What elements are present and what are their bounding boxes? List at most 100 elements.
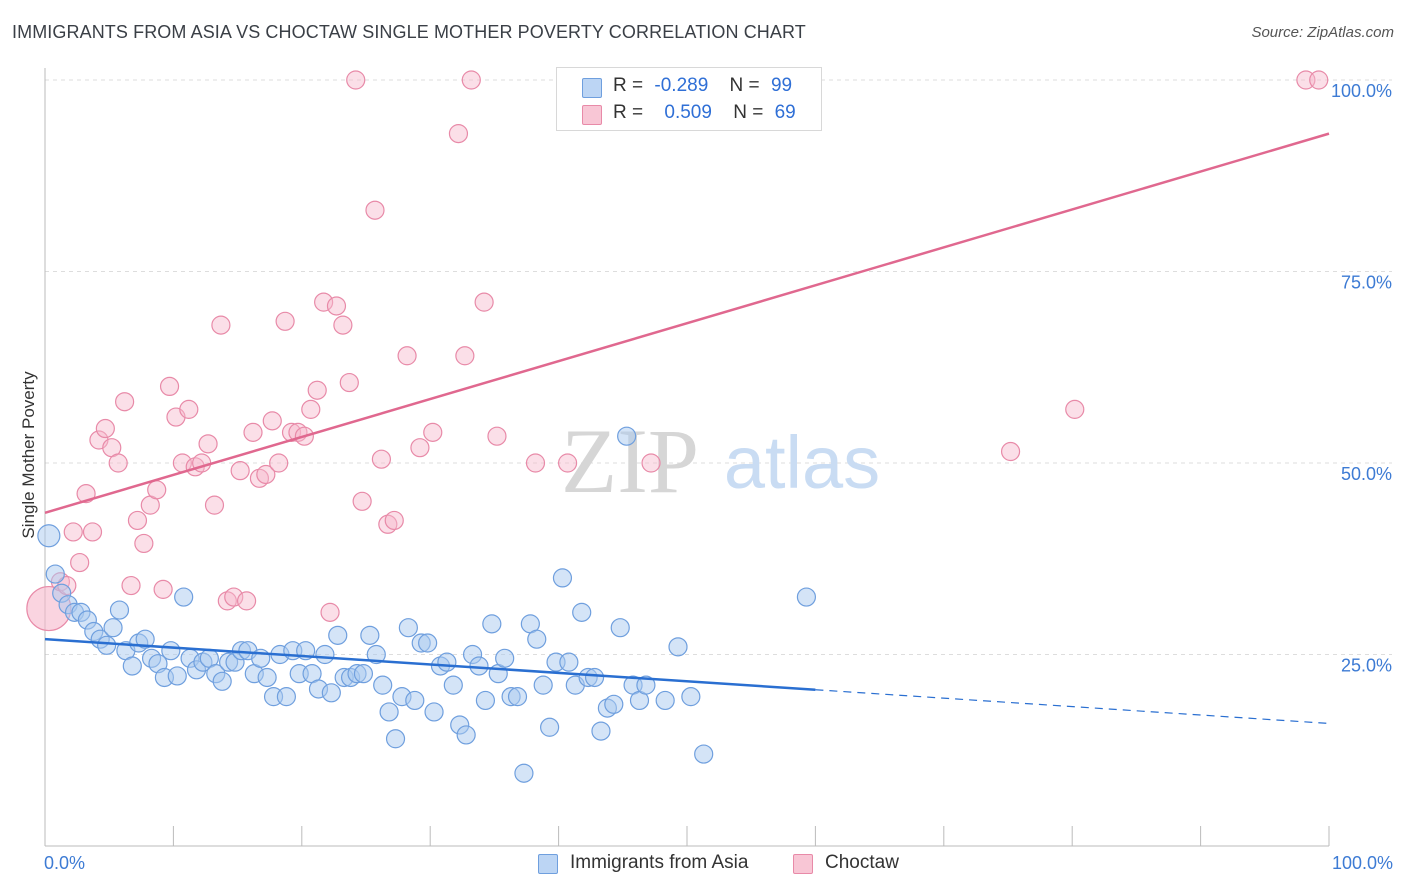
point-choctaw xyxy=(63,522,83,542)
point-choctaw xyxy=(384,510,404,531)
x-tick-label: 100.0% xyxy=(1332,853,1393,873)
point-choctaw xyxy=(365,200,385,220)
y-tick-label: 100.0% xyxy=(1331,81,1392,101)
point-asia xyxy=(456,725,476,745)
point-choctaw xyxy=(371,449,392,469)
legend-label-asia: Immigrants from Asia xyxy=(570,852,749,873)
point-choctaw xyxy=(147,480,167,500)
point-choctaw xyxy=(211,315,231,335)
r-label: R = xyxy=(613,75,644,96)
x-tick-labels: 0.0% 100.0% xyxy=(44,853,1393,873)
point-asia xyxy=(379,702,399,722)
legend-swatch-choctaw xyxy=(793,854,813,874)
point-asia xyxy=(610,618,630,638)
point-choctaw xyxy=(281,422,302,442)
point-asia xyxy=(418,633,438,653)
series-asia-points xyxy=(37,426,817,783)
y-tick-label: 75.0% xyxy=(1341,273,1392,293)
n-label: N = xyxy=(733,102,764,123)
point-asia xyxy=(97,635,117,655)
point-choctaw xyxy=(641,453,661,473)
point-asia xyxy=(507,687,528,707)
point-choctaw xyxy=(127,510,148,531)
point-asia xyxy=(527,629,547,649)
y-tick-labels: 25.0% 50.0% 75.0% 100.0% xyxy=(1331,81,1392,676)
point-choctaw xyxy=(204,495,225,515)
point-asia xyxy=(161,641,181,661)
point-asia xyxy=(212,671,232,691)
point-choctaw xyxy=(525,453,546,473)
point-choctaw xyxy=(82,522,103,542)
point-choctaw xyxy=(448,124,469,144)
grid-lines xyxy=(45,79,1392,655)
point-asia xyxy=(360,625,380,645)
point-choctaw xyxy=(461,70,481,90)
point-choctaw xyxy=(1065,399,1085,419)
trend-lines xyxy=(44,132,1330,725)
legend-swatch-asia xyxy=(538,854,558,874)
point-asia xyxy=(405,690,425,711)
watermark: ZIP atlas xyxy=(561,410,880,512)
point-asia xyxy=(681,687,701,707)
point-choctaw xyxy=(243,422,263,442)
point-asia xyxy=(443,675,463,695)
point-asia xyxy=(366,644,386,665)
point-asia xyxy=(668,637,688,657)
y-tick-label: 50.0% xyxy=(1341,464,1392,484)
chart-title: IMMIGRANTS FROM ASIA VS CHOCTAW SINGLE M… xyxy=(12,22,806,42)
point-asia xyxy=(174,587,194,607)
point-choctaw xyxy=(346,70,366,90)
point-asia xyxy=(584,667,605,688)
point-choctaw xyxy=(397,346,417,366)
point-choctaw xyxy=(455,346,475,366)
swatch-asia xyxy=(582,78,602,98)
point-asia xyxy=(591,721,611,741)
point-asia xyxy=(552,568,573,588)
r-value-asia: -0.289 xyxy=(654,75,709,96)
point-choctaw xyxy=(236,591,257,611)
point-choctaw xyxy=(108,453,128,473)
point-asia xyxy=(167,666,187,686)
point-choctaw xyxy=(134,533,154,554)
point-choctaw xyxy=(474,292,494,312)
point-choctaw xyxy=(487,426,507,446)
legend-label-choctaw: Choctaw xyxy=(825,852,899,873)
point-choctaw xyxy=(410,438,430,458)
r-value-choctaw: 0.509 xyxy=(664,102,712,123)
point-choctaw xyxy=(198,434,218,454)
swatch-choctaw xyxy=(582,105,602,125)
n-value-asia: 99 xyxy=(770,75,793,96)
watermark-atlas: atlas xyxy=(724,421,880,504)
point-asia xyxy=(321,683,341,703)
point-asia xyxy=(437,652,457,672)
point-asia xyxy=(617,426,637,446)
point-choctaw xyxy=(275,311,295,331)
point-asia xyxy=(604,694,624,714)
point-choctaw xyxy=(256,464,276,485)
point-asia xyxy=(103,618,123,638)
point-asia xyxy=(469,656,489,676)
n-value-choctaw: 69 xyxy=(774,102,796,123)
point-choctaw xyxy=(557,453,578,473)
point-asia xyxy=(475,690,496,711)
point-asia xyxy=(328,625,348,645)
y-axis-label: Single Mother Poverty xyxy=(19,371,38,539)
point-asia xyxy=(636,675,656,695)
point-asia xyxy=(482,614,502,634)
point-choctaw xyxy=(333,315,353,335)
point-asia xyxy=(276,687,296,707)
point-choctaw xyxy=(224,587,244,607)
point-choctaw xyxy=(95,418,115,439)
axes xyxy=(44,68,1330,847)
point-asia xyxy=(540,717,560,737)
x-tick-label: 0.0% xyxy=(44,853,85,873)
point-asia xyxy=(109,600,130,620)
point-asia xyxy=(45,564,65,584)
point-choctaw xyxy=(352,491,372,511)
point-choctaw xyxy=(179,399,199,419)
point-choctaw xyxy=(115,392,135,412)
point-asia xyxy=(385,729,406,749)
point-asia xyxy=(559,652,579,672)
trend-line-asia-extension xyxy=(815,689,1330,725)
point-choctaw xyxy=(314,292,334,312)
